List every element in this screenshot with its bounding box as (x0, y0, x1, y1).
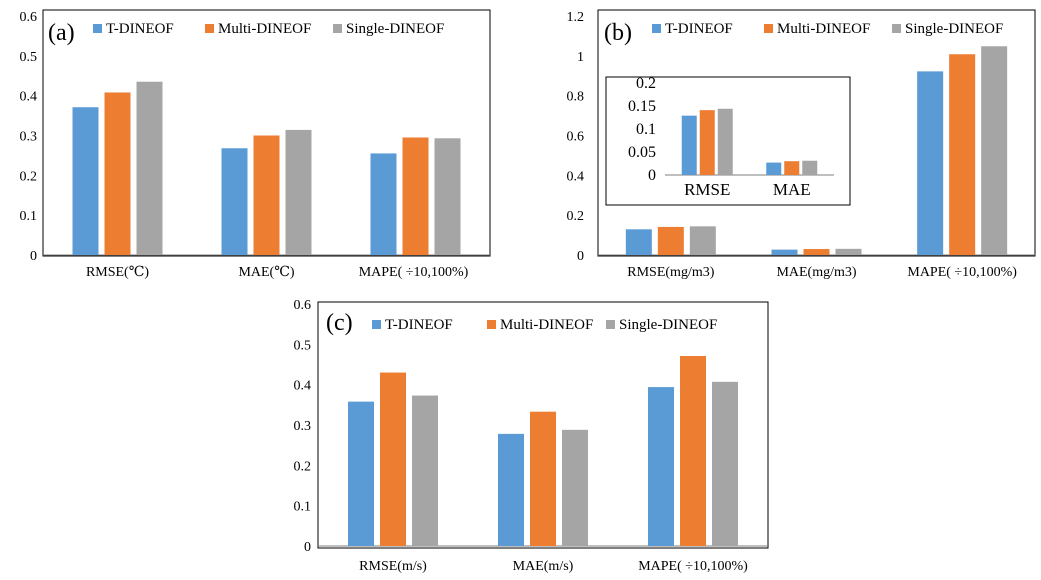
inset-y-tick-label: 0.2 (636, 75, 656, 92)
x-category-label: MAPE( ÷10,100%) (638, 559, 748, 574)
x-category-label: MAPE( ÷10,100%) (907, 265, 1017, 280)
y-tick-label: 0.8 (567, 90, 585, 105)
x-category-label: MAPE( ÷10,100%) (359, 265, 469, 280)
bar-t-dineof-1 (625, 229, 652, 255)
x-category-label: RMSE(℃) (86, 265, 149, 280)
legend-label: Multi-DINEOF (218, 21, 311, 37)
bar-single-dineof-1 (136, 81, 163, 255)
bar-t-dineof-1 (72, 107, 99, 256)
bar-t-dineof-1 (348, 401, 374, 546)
y-tick-label: 0.4 (567, 169, 585, 184)
bar-multi-dineof-1 (657, 226, 684, 255)
bar-t-dineof-3 (917, 71, 944, 255)
inset-chart: 0 0.05 0.1 0.15 0.2 RMSE MAE (605, 75, 851, 206)
y-tick-label: 0.1 (20, 209, 38, 224)
y-tick-label: 0 (304, 540, 311, 555)
inset-category-label: RMSE (684, 180, 730, 199)
inset-category-label: MAE (773, 180, 811, 199)
bar-multi-dineof-2 (803, 249, 830, 255)
inset-bar-multi-dineof-2 (784, 161, 800, 175)
legend-swatch (652, 24, 661, 33)
y-tick-label: 0.6 (20, 10, 38, 25)
y-tick-label: 1.2 (567, 10, 585, 25)
bar-single-dineof-2 (285, 129, 312, 255)
y-tick-label: 0.3 (294, 419, 312, 434)
plot-frame (42, 9, 491, 257)
plot-frame (597, 9, 1036, 257)
bar-multi-dineof-3 (949, 54, 976, 255)
chart-panel-c: 0 0.1 0.2 0.3 0.4 0.5 0.6 RMSE(m/s) MAE(m/s) MAPE… (294, 298, 769, 574)
bar-single-dineof-2 (562, 429, 588, 546)
y-tick-label: 0.5 (294, 338, 312, 353)
legend-swatch (606, 320, 615, 329)
bar-single-dineof-1 (689, 226, 716, 255)
inset-y-tick-label: 0.05 (628, 144, 656, 161)
panel-label: (a) (48, 20, 75, 46)
y-tick-label: 0.4 (20, 90, 38, 105)
bar-single-dineof-3 (712, 381, 738, 546)
legend-label: T-DINEOF (106, 21, 174, 37)
bar-multi-dineof-2 (253, 135, 280, 255)
inset-bar-t-dineof-1 (681, 115, 697, 175)
y-tick-label: 0 (577, 249, 584, 264)
chart-panel-b: 0 0.2 0.4 0.6 0.8 1 1.2 RMSE(mg/m3) MAE(mg/m3) MA… (567, 9, 1036, 280)
y-tick-label: 0.5 (20, 50, 38, 65)
bar-single-dineof-3 (434, 138, 461, 255)
y-tick-label: 0.6 (294, 298, 312, 313)
legend-label: T-DINEOF (665, 21, 733, 37)
bar-t-dineof-2 (221, 148, 248, 255)
y-tick-label: 0.4 (294, 379, 312, 394)
bar-multi-dineof-2 (530, 411, 556, 546)
inset-bar-single-dineof-1 (717, 108, 733, 175)
chart-panel-a: 0 0.1 0.2 0.3 0.4 0.5 0.6 RMSE(℃) MAE(℃) MAPE( ÷1… (20, 9, 491, 280)
inset-bar-t-dineof-2 (766, 162, 782, 175)
panel-label: (c) (326, 310, 353, 336)
bar-single-dineof-3 (981, 46, 1008, 256)
x-category-label: RMSE(mg/m3) (627, 265, 714, 280)
bar-t-dineof-2 (771, 249, 798, 255)
x-category-label: RMSE(m/s) (359, 559, 427, 574)
x-category-label: MAE(℃) (238, 265, 294, 280)
legend-swatch (764, 24, 773, 33)
y-tick-label: 1 (577, 50, 584, 65)
x-category-label: MAE(m/s) (513, 559, 574, 574)
legend-swatch (487, 320, 496, 329)
y-tick-label: 0.6 (567, 130, 585, 145)
legend-swatch (372, 320, 381, 329)
bar-single-dineof-1 (412, 395, 438, 546)
legend-label: Multi-DINEOF (777, 21, 870, 37)
bar-multi-dineof-3 (402, 137, 429, 255)
legend-swatch (333, 24, 342, 33)
bar-multi-dineof-1 (380, 372, 406, 546)
inset-bar-single-dineof-2 (802, 160, 818, 175)
inset-y-tick-label: 0.15 (628, 98, 656, 115)
bar-t-dineof-3 (648, 387, 674, 546)
inset-y-tick-label: 0.1 (636, 121, 656, 138)
y-tick-label: 0.2 (294, 459, 312, 474)
plot-frame (317, 301, 769, 549)
inset-y-tick-label: 0 (648, 167, 656, 184)
bar-single-dineof-2 (835, 248, 862, 255)
panel-label: (b) (604, 20, 632, 46)
bar-t-dineof-2 (498, 433, 524, 546)
legend-swatch (93, 24, 102, 33)
y-tick-label: 0.1 (294, 500, 312, 515)
bar-t-dineof-3 (370, 153, 397, 255)
y-tick-label: 0 (30, 249, 37, 264)
y-tick-label: 0.2 (20, 169, 38, 184)
legend-swatch (892, 24, 901, 33)
y-tick-label: 0.3 (20, 130, 38, 145)
bar-multi-dineof-1 (104, 92, 131, 255)
legend-label: Single-DINEOF (619, 317, 717, 333)
y-tick-label: 0.2 (567, 209, 585, 224)
x-category-label: MAE(mg/m3) (776, 265, 856, 280)
inset-bar-multi-dineof-1 (699, 110, 715, 175)
legend-label: T-DINEOF (385, 317, 453, 333)
legend-label: Single-DINEOF (905, 21, 1003, 37)
legend-label: Multi-DINEOF (500, 317, 593, 333)
bar-multi-dineof-3 (680, 356, 706, 546)
legend-swatch (205, 24, 214, 33)
legend-label: Single-DINEOF (346, 21, 444, 37)
